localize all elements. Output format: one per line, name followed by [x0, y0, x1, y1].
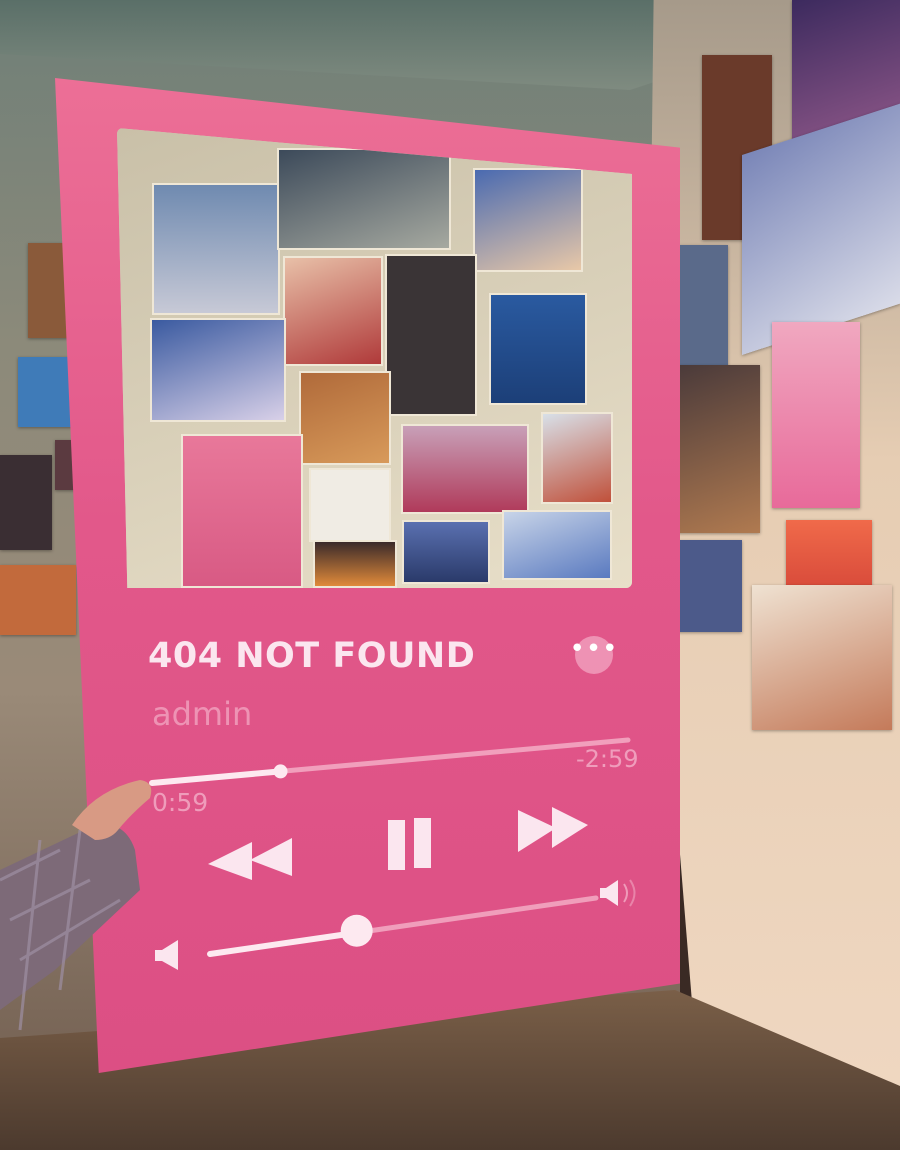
- time-remaining: -2:59: [576, 745, 639, 773]
- fast-forward-icon: [518, 810, 556, 852]
- artist-name: admin: [152, 695, 253, 733]
- hand-holding-board: [0, 780, 152, 1031]
- collage-photo: [309, 468, 391, 542]
- collage-photo: [401, 424, 529, 514]
- pause-icon: [388, 820, 405, 870]
- rewind-icon: [208, 842, 252, 880]
- collage-photo: [181, 434, 303, 588]
- fast-forward-icon: [552, 807, 588, 848]
- fast-forward-button[interactable]: [518, 807, 588, 852]
- collage-photo: [277, 148, 451, 250]
- rewind-button[interactable]: [208, 838, 292, 880]
- collage-photo: [402, 520, 490, 584]
- collage-photo: [152, 183, 280, 315]
- wall-poster: [0, 455, 52, 550]
- collage-photo: [313, 540, 397, 588]
- volume-low-icon: [155, 940, 178, 970]
- song-title: 404 NOT FOUND: [148, 636, 476, 676]
- collage-photo: [150, 318, 286, 422]
- collage-photo: [283, 256, 383, 366]
- more-options-button[interactable]: •••: [570, 636, 618, 674]
- pause-icon: [414, 818, 431, 868]
- rewind-icon: [250, 838, 292, 876]
- collage-photo: [502, 510, 612, 580]
- collage-photo: [385, 254, 477, 416]
- volume-slider-knob[interactable]: [340, 914, 373, 947]
- album-art-window: [117, 128, 632, 588]
- wall-poster: [676, 365, 760, 533]
- collage-photo: [541, 412, 613, 504]
- progress-scrubber[interactable]: [273, 764, 288, 779]
- time-elapsed: 0:59: [152, 788, 209, 817]
- wall-poster: [670, 540, 742, 632]
- collage-photo: [473, 168, 583, 272]
- pause-button[interactable]: [388, 818, 431, 870]
- collage-photo: [489, 293, 587, 405]
- wall-poster: [772, 322, 860, 508]
- volume-high-icon: [600, 879, 636, 907]
- wall-poster: [0, 565, 76, 635]
- progress-fill: [149, 768, 284, 786]
- wall-poster: [752, 585, 892, 730]
- wall-poster: [786, 520, 872, 590]
- volume-fill: [207, 929, 360, 957]
- collage-photo: [299, 371, 391, 465]
